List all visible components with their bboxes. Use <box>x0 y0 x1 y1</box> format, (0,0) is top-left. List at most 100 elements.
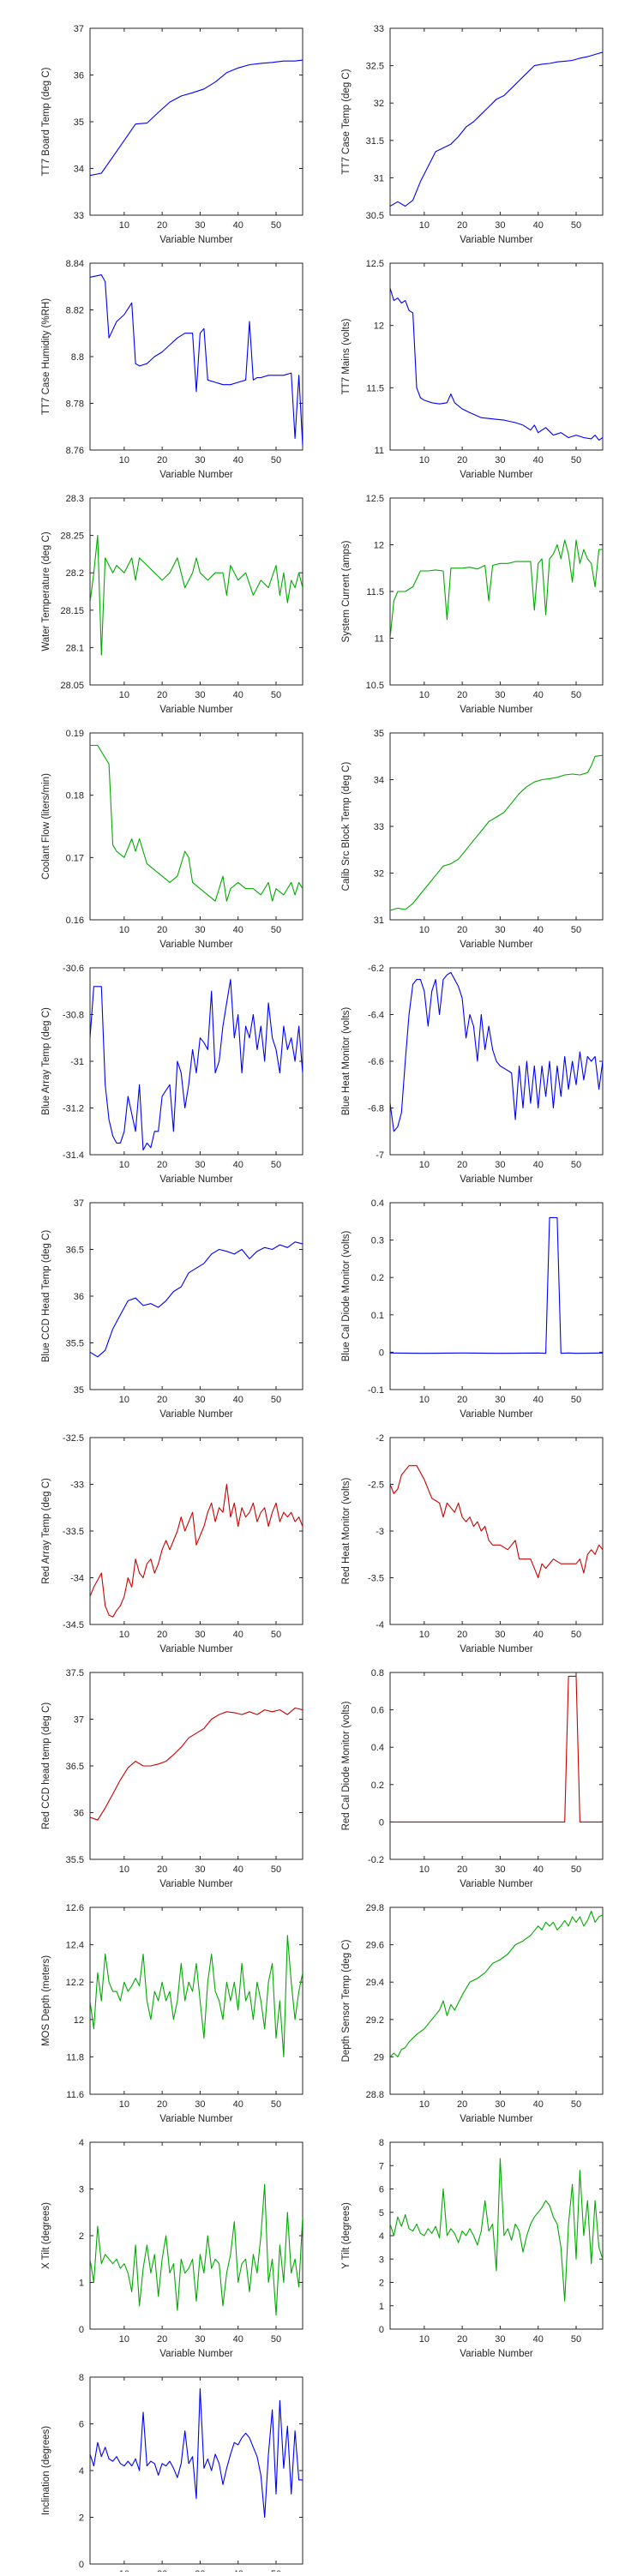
x-axis-label: Variable Number <box>159 235 233 245</box>
y-axis-label: Blue Array Temp (deg C) <box>41 1007 51 1115</box>
chart-panel: 10 20 30 40 50 11 11.5 12 12.5 Variable Number TT7… <box>341 259 604 480</box>
x-tick-label: 40 <box>233 925 243 935</box>
axes-box <box>89 1672 303 1860</box>
x-tick-label: 20 <box>157 1160 167 1170</box>
axes-box <box>389 27 604 216</box>
y-tick-label: 28.8 <box>366 2090 384 2100</box>
x-tick-label: 30 <box>195 690 205 700</box>
y-tick-label: 10.5 <box>366 681 384 691</box>
y-tick-label: 11 <box>375 446 384 456</box>
y-tick-label: 35.5 <box>66 1855 84 1865</box>
x-tick-label: 30 <box>495 690 505 700</box>
x-tick-label: 40 <box>533 455 544 465</box>
x-tick-label: 20 <box>157 1630 167 1640</box>
axes-box <box>389 1906 604 2095</box>
y-tick-label: 0.4 <box>371 1743 384 1753</box>
x-tick-label: 20 <box>157 2099 167 2110</box>
x-tick-label: 20 <box>157 220 167 231</box>
y-tick-label: -2 <box>376 1433 384 1444</box>
x-tick-label: 20 <box>157 1395 167 1405</box>
y-tick-label: 12.5 <box>366 494 384 504</box>
y-tick-label: 29.6 <box>366 1941 384 1951</box>
chart-panel: 10 20 30 40 50 30.5 31 31.5 32 32.5 33 Variable Num… <box>341 24 604 245</box>
x-tick-label: 50 <box>271 2099 281 2110</box>
y-tick-label: 11.5 <box>366 587 384 597</box>
y-tick-label: 4 <box>79 2138 84 2148</box>
y-tick-label: 1 <box>79 2279 84 2289</box>
x-axis-label: Variable Number <box>460 940 533 950</box>
y-axis-label: Red Cal Diode Monitor (volts) <box>341 1701 352 1830</box>
x-tick-label: 20 <box>157 2334 167 2345</box>
y-axis-label: Calib Src Block Temp (deg C) <box>341 762 352 892</box>
y-tick-label: 28.15 <box>60 606 84 616</box>
x-tick-label: 50 <box>271 1630 281 1640</box>
x-axis-label: Variable Number <box>460 1644 533 1654</box>
x-tick-label: 30 <box>495 220 505 231</box>
y-tick-label: 36 <box>74 71 84 81</box>
x-axis-label: Variable Number <box>159 940 233 950</box>
y-tick-label: 12 <box>374 321 384 332</box>
y-axis-label: X Tilt (degrees) <box>41 2202 51 2269</box>
x-tick-label: 40 <box>233 220 243 231</box>
axes-box <box>89 1437 303 1625</box>
x-axis-label: Variable Number <box>460 235 533 245</box>
x-tick-label: 30 <box>495 925 505 935</box>
y-tick-label: 32 <box>374 99 384 109</box>
y-tick-label: 0.4 <box>371 1198 384 1209</box>
x-tick-label: 20 <box>457 1160 467 1170</box>
x-tick-label: 10 <box>419 690 430 700</box>
y-axis-label: System Current (amps) <box>341 540 352 642</box>
y-tick-label: 0 <box>379 2325 384 2335</box>
series-line <box>90 59 303 177</box>
y-tick-label: 8.8 <box>71 352 84 363</box>
y-tick-label: 0.3 <box>371 1236 384 1246</box>
chart-panel: 10 20 30 40 50 8.76 8.78 8.8 8.82 8.84 Variable Nu… <box>41 259 303 480</box>
x-tick-label: 10 <box>119 1395 129 1405</box>
x-tick-label: 40 <box>533 220 544 231</box>
y-tick-label: 33 <box>374 822 384 832</box>
axes-box <box>89 967 303 1156</box>
chart-panel: 10 20 30 40 50 28.8 29 29.2 29.4 29.6 29.8 Variable… <box>341 1903 604 2124</box>
x-tick-label: 10 <box>119 1864 129 1875</box>
x-tick-label: 50 <box>571 1395 581 1405</box>
x-axis-label: Variable Number <box>159 1174 233 1185</box>
x-axis-label: Variable Number <box>159 1409 233 1420</box>
x-tick-label: 30 <box>495 1160 505 1170</box>
series-line <box>90 535 303 656</box>
x-tick-label: 40 <box>533 1864 544 1875</box>
series-line <box>90 274 303 446</box>
y-tick-label: 28.05 <box>60 681 84 691</box>
axes-box <box>89 262 303 451</box>
axes-box <box>389 1202 604 1390</box>
y-tick-label: 8 <box>379 2138 384 2148</box>
y-axis-label: TT7 Case Humidity (%RH) <box>41 298 51 415</box>
series-line <box>90 979 303 1151</box>
y-tick-label: 31.5 <box>366 136 384 147</box>
y-tick-label: -3 <box>376 1527 384 1537</box>
y-tick-label: 3 <box>379 2255 384 2265</box>
y-tick-label: 35 <box>74 1385 84 1396</box>
x-tick-label: 20 <box>157 1864 167 1875</box>
x-tick-label: 40 <box>233 455 243 465</box>
y-tick-label: 2 <box>79 2231 84 2242</box>
y-tick-label: 29 <box>374 2052 384 2063</box>
x-tick-label: 30 <box>495 455 505 465</box>
y-tick-label: -4 <box>376 1620 384 1630</box>
y-axis-label: Blue Heat Monitor (volts) <box>341 1007 352 1116</box>
y-tick-label: 0.17 <box>66 853 84 863</box>
y-tick-label: 11 <box>375 634 384 645</box>
y-tick-label: 12.6 <box>66 1903 84 1913</box>
x-tick-label: 50 <box>271 2334 281 2345</box>
axes-box <box>89 1202 303 1390</box>
y-tick-label: 35.5 <box>66 1339 84 1349</box>
x-tick-label: 30 <box>195 1630 205 1640</box>
x-tick-label: 10 <box>419 925 430 935</box>
y-tick-label: 4 <box>79 2466 84 2477</box>
y-tick-label: -33 <box>70 1480 84 1491</box>
series-line <box>390 971 603 1132</box>
chart-panel: 10 20 30 40 50 -34.5 -34 -33.5 -33 -32.5 Variable … <box>41 1433 303 1654</box>
x-tick-label: 50 <box>271 220 281 231</box>
series-line <box>390 2158 603 2302</box>
